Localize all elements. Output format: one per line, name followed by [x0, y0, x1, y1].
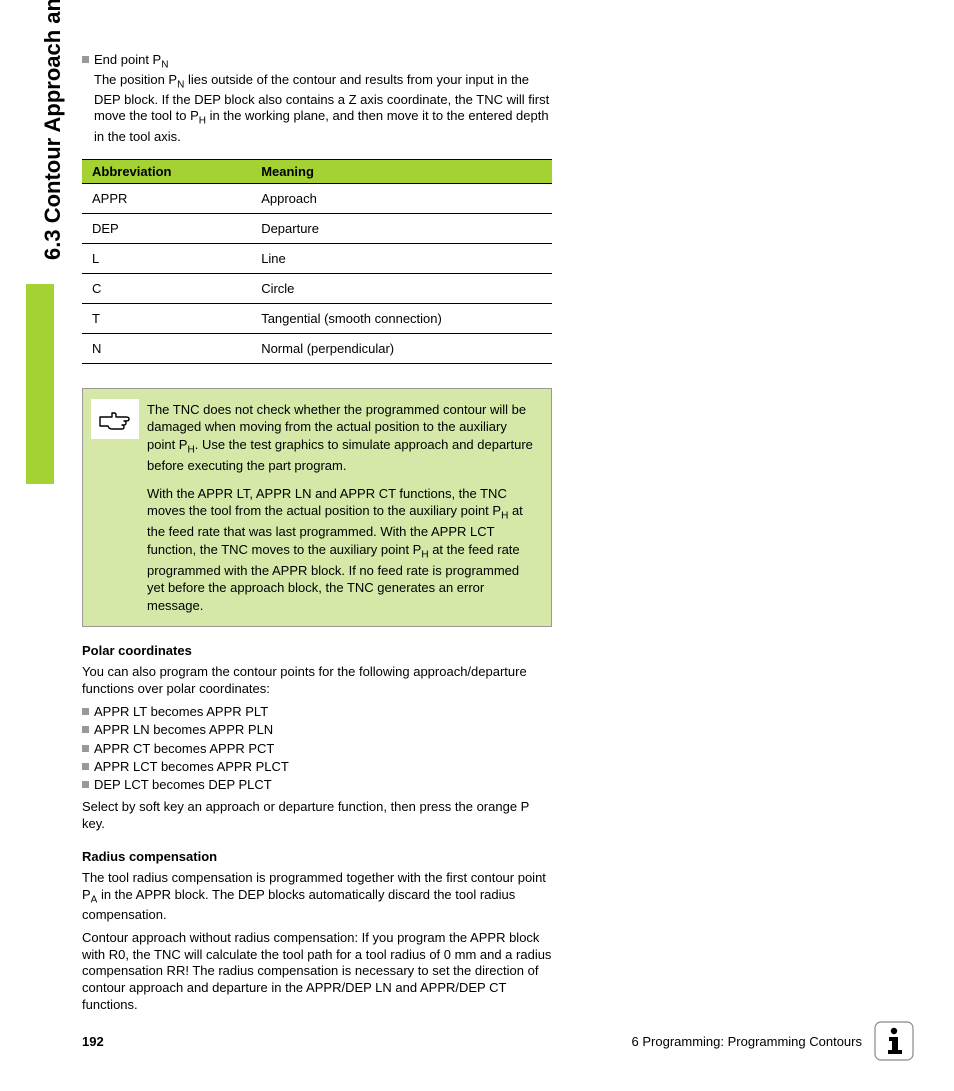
- intro-text: End point PN The position PN lies outsid…: [94, 52, 552, 145]
- list-text: APPR LCT becomes APPR PLCT: [94, 759, 289, 775]
- radius-para-2: Contour approach without radius compensa…: [82, 930, 552, 1014]
- bullet-marker: [82, 745, 89, 752]
- radius-text: in the APPR block. The DEP blocks automa…: [82, 887, 515, 922]
- abbreviation-table: Abbreviation Meaning APPRApproach DEPDep…: [82, 159, 552, 364]
- note-para-2: With the APPR LT, APPR LN and APPR CT fu…: [147, 485, 537, 615]
- list-text: APPR CT becomes APPR PCT: [94, 741, 274, 757]
- table-row: TTangential (smooth connection): [82, 303, 552, 333]
- td-meaning: Circle: [251, 273, 552, 303]
- bullet-marker: [82, 763, 89, 770]
- side-accent-bar: [26, 284, 54, 484]
- td-abbrev: N: [82, 333, 251, 363]
- polar-heading: Polar coordinates: [82, 643, 552, 658]
- td-meaning: Approach: [251, 183, 552, 213]
- td-abbrev: DEP: [82, 213, 251, 243]
- td-meaning: Normal (perpendicular): [251, 333, 552, 363]
- td-abbrev: C: [82, 273, 251, 303]
- note-para-1: The TNC does not check whether the progr…: [147, 401, 537, 475]
- td-meaning: Line: [251, 243, 552, 273]
- list-text: APPR LT becomes APPR PLT: [94, 704, 268, 720]
- chapter-label: 6 Programming: Programming Contours: [632, 1034, 862, 1049]
- bullet-marker: [82, 781, 89, 788]
- note-sub: H: [187, 444, 194, 455]
- bullet-marker: [82, 56, 89, 63]
- polar-intro: You can also program the contour points …: [82, 664, 552, 698]
- td-meaning: Departure: [251, 213, 552, 243]
- list-item: APPR CT becomes APPR PCT: [82, 741, 552, 757]
- note-text: . Use the test graphics to simulate appr…: [147, 437, 533, 473]
- table-row: APPRApproach: [82, 183, 552, 213]
- note-box: The TNC does not check whether the progr…: [82, 388, 552, 628]
- section-title-vertical: 6.3 Contour Approach and Departure: [40, 0, 66, 260]
- table-row: NNormal (perpendicular): [82, 333, 552, 363]
- td-abbrev: T: [82, 303, 251, 333]
- intro-body-sub2: H: [199, 116, 206, 127]
- list-item: APPR LN becomes APPR PLN: [82, 722, 552, 738]
- note-sub: H: [421, 549, 428, 560]
- intro-body-1: The position P: [94, 72, 177, 87]
- radius-heading: Radius compensation: [82, 849, 552, 864]
- list-item: APPR LT becomes APPR PLT: [82, 704, 552, 720]
- note-text: With the APPR LT, APPR LN and APPR CT fu…: [147, 486, 507, 519]
- intro-label: End point P: [94, 52, 161, 67]
- bullet-marker: [82, 708, 89, 715]
- radius-para-1: The tool radius compensation is programm…: [82, 870, 552, 923]
- intro-bullet: End point PN The position PN lies outsid…: [82, 52, 552, 145]
- td-abbrev: APPR: [82, 183, 251, 213]
- intro-label-sub: N: [161, 60, 168, 71]
- list-item: APPR LCT becomes APPR PLCT: [82, 759, 552, 775]
- th-meaning: Meaning: [251, 159, 552, 183]
- th-abbrev: Abbreviation: [82, 159, 251, 183]
- page-footer: 192 6 Programming: Programming Contours: [82, 1021, 914, 1061]
- td-meaning: Tangential (smooth connection): [251, 303, 552, 333]
- polar-outro: Select by soft key an approach or depart…: [82, 799, 552, 833]
- info-icon: [874, 1021, 914, 1061]
- main-content: End point PN The position PN lies outsid…: [82, 52, 552, 1020]
- list-item: DEP LCT becomes DEP PLCT: [82, 777, 552, 793]
- polar-list: APPR LT becomes APPR PLT APPR LN becomes…: [82, 704, 552, 793]
- abbreviation-table-wrap: Abbreviation Meaning APPRApproach DEPDep…: [82, 159, 552, 364]
- list-text: APPR LN becomes APPR PLN: [94, 722, 273, 738]
- table-row: CCircle: [82, 273, 552, 303]
- td-abbrev: L: [82, 243, 251, 273]
- table-row: DEPDeparture: [82, 213, 552, 243]
- table-row: LLine: [82, 243, 552, 273]
- list-text: DEP LCT becomes DEP PLCT: [94, 777, 272, 793]
- pointing-hand-icon: [91, 399, 139, 439]
- bullet-marker: [82, 726, 89, 733]
- page-number: 192: [82, 1034, 104, 1049]
